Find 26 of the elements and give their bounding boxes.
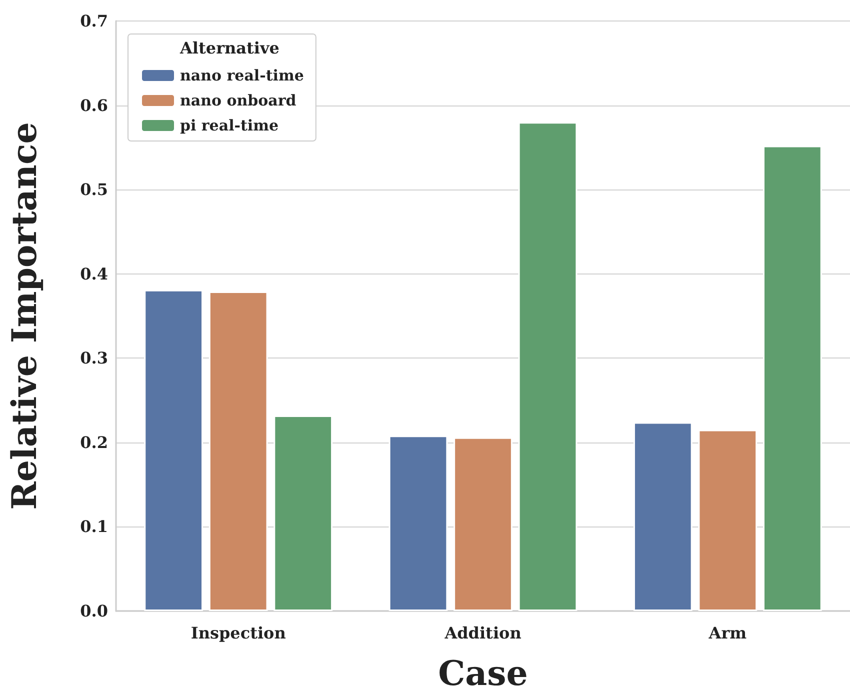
bar [274, 415, 333, 611]
bar [633, 422, 692, 611]
legend-label: pi real-time [180, 116, 279, 134]
y-axis-title: Relative Importance [5, 122, 45, 510]
legend-label: nano onboard [180, 92, 297, 110]
x-tick-label: Arm [708, 624, 747, 642]
x-tick-label: Inspection [190, 624, 286, 642]
bar [762, 146, 822, 611]
bar [144, 290, 204, 611]
legend-label: nano real-time [180, 66, 304, 84]
bar [454, 437, 512, 611]
bar [698, 430, 758, 611]
y-tick-label: 0.5 [80, 180, 108, 200]
y-tick-label: 0.2 [80, 432, 108, 452]
y-tick-label: 0.1 [80, 517, 108, 536]
y-tick-label: 0.4 [80, 264, 108, 284]
x-tick-label: Addition [444, 624, 522, 642]
bar [518, 122, 578, 611]
y-tick-label: 0.3 [80, 348, 108, 368]
y-tick-label: 0.7 [80, 12, 108, 30]
x-axis-title: Case [438, 654, 528, 694]
y-tick-label: 0.0 [80, 602, 108, 620]
bar [388, 436, 448, 611]
y-tick-label: 0.6 [80, 96, 108, 115]
bar [208, 292, 268, 611]
legend-title: Alternative [179, 38, 280, 58]
